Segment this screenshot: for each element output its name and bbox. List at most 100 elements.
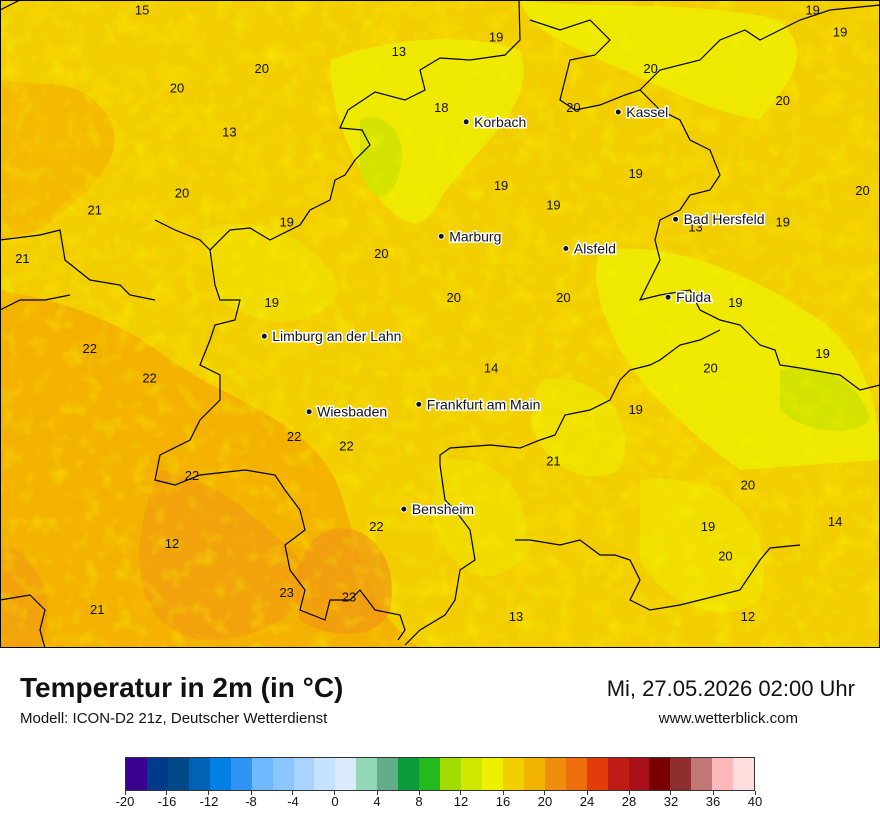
color-scale-tick-label: -8 — [245, 794, 257, 809]
color-scale-swatch — [733, 758, 755, 790]
temperature-value: 19 — [489, 29, 503, 44]
color-scale-swatch — [314, 758, 336, 790]
temperature-value: 19 — [815, 346, 829, 361]
color-scale-tick-label: 20 — [537, 794, 553, 809]
temperature-value: 20 — [643, 61, 657, 76]
city-label: Korbach — [474, 114, 526, 130]
map-title: Temperatur in 2m (in °C) — [20, 672, 344, 703]
city-dot — [305, 408, 313, 416]
cool-speckle — [0, 0, 880, 648]
temperature-value: 22 — [369, 519, 383, 534]
city-limburg-an-der-lahn: Limburg an der Lahn — [260, 327, 403, 346]
city-markers: Kassel Korbach Bad Hersfeld Marburg Alsfeld F… — [260, 103, 766, 519]
temperature-value: 22 — [339, 439, 353, 454]
color-scale-tick-mark — [544, 791, 546, 795]
temperature-value: 19 — [494, 178, 508, 193]
color-scale-tick-mark — [250, 791, 252, 795]
color-scale-swatch — [586, 758, 608, 790]
temperature-value: 20 — [446, 290, 460, 305]
temperature-value: 13 — [509, 609, 523, 624]
color-scale-tick-mark — [292, 791, 294, 795]
city-label: Alsfeld — [574, 240, 616, 256]
temperature-value: 19 — [805, 3, 819, 18]
color-scale-tick-mark — [418, 791, 420, 795]
color-scale-ticks: -20 -16 -12 -8 -4 0 4 8 12 16 20 24 28 32 36 40 — [116, 794, 763, 812]
color-scale-swatch — [565, 758, 587, 790]
color-scale-swatch — [126, 758, 147, 790]
temperature-map: 15 19 19 13 19 20 20 20 20 20 18 13 19 19 20 20 21 19 19 13… — [0, 0, 880, 648]
temperature-value: 15 — [135, 3, 149, 18]
city-dot — [672, 215, 680, 223]
temperature-value: 19 — [776, 215, 790, 230]
temperature-value: 20 — [175, 185, 189, 200]
city-kassel: Kassel — [614, 103, 670, 122]
color-scale-swatch — [188, 758, 210, 790]
color-scale-tick-mark — [460, 791, 462, 795]
color-scale-tick-label: 0 — [331, 794, 339, 809]
color-scale-tick-mark — [334, 791, 336, 795]
city-label: Fulda — [676, 289, 711, 305]
temperature-value: 20 — [718, 548, 732, 563]
temperature-value: 20 — [374, 246, 388, 261]
color-scale-swatch — [691, 758, 713, 790]
temperature-value: 22 — [185, 468, 199, 483]
color-scale-tick-label: -20 — [115, 794, 135, 809]
city-marburg: Marburg — [437, 227, 503, 246]
color-scale-swatch — [167, 758, 189, 790]
city-bensheim: Bensheim — [400, 500, 476, 519]
temperature-value: 22 — [287, 429, 301, 444]
temperature-value: 19 — [833, 25, 847, 40]
temperature-value: 23 — [279, 585, 293, 600]
city-dot — [400, 505, 408, 513]
temperature-value: 20 — [703, 361, 717, 376]
city-wiesbaden: Wiesbaden — [305, 402, 389, 421]
city-label: Marburg — [449, 228, 501, 244]
temperature-value: 19 — [546, 198, 560, 213]
valid-datetime: Mi, 27.05.2026 02:00 Uhr — [606, 676, 855, 701]
temperature-value: 19 — [264, 295, 278, 310]
color-scale-swatch — [523, 758, 545, 790]
temperature-value: 20 — [566, 100, 580, 115]
temperature-value: 12 — [165, 536, 179, 551]
model-info: Modell: ICON-D2 21z, Deutscher Wetterdie… — [20, 710, 328, 727]
color-scale-tick-label: 12 — [453, 794, 469, 809]
color-scale-tick-label: 4 — [373, 794, 381, 809]
city-frankfurt-am-main: Frankfurt am Main — [415, 395, 542, 414]
color-scale-swatch — [398, 758, 420, 790]
temperature-value: 20 — [741, 478, 755, 493]
color-scale-tick-mark — [208, 791, 210, 795]
temperature-values: 15 19 19 13 19 20 20 20 20 20 18 13 19 19 20 20 21 19 19 13… — [15, 3, 870, 625]
temperature-value: 21 — [546, 453, 560, 468]
temperature-value: 20 — [556, 290, 570, 305]
city-fulda: Fulda — [664, 288, 713, 307]
color-scale-swatch — [377, 758, 399, 790]
temperature-value: 20 — [855, 183, 869, 198]
footer: Temperatur in 2m (in °C) Modell: ICON-D2… — [0, 648, 880, 830]
color-scale-swatch — [502, 758, 524, 790]
color-scale-tick-label: -12 — [199, 794, 219, 809]
city-label: Limburg an der Lahn — [272, 328, 401, 344]
temperature-value: 21 — [90, 602, 104, 617]
color-scale-tick-label: 8 — [415, 794, 423, 809]
temperature-value: 13 — [222, 124, 236, 139]
color-scale-swatch — [209, 758, 231, 790]
color-scale-swatch — [356, 758, 378, 790]
color-scale-tick-label: -16 — [157, 794, 177, 809]
city-label: Kassel — [626, 104, 668, 120]
city-korbach: Korbach — [462, 112, 528, 131]
city-dot — [562, 244, 570, 252]
color-scale-swatch — [670, 758, 692, 790]
color-scale-swatch — [146, 758, 168, 790]
temperature-value: 12 — [741, 609, 755, 624]
temperature-value: 13 — [688, 219, 702, 234]
city-label: Wiesbaden — [317, 404, 387, 420]
temperature-value: 23 — [342, 590, 356, 605]
color-scale-tick-label: 24 — [579, 794, 595, 809]
website-link[interactable]: www.wetterblick.com — [658, 710, 798, 727]
temperature-value: 19 — [728, 295, 742, 310]
temperature-value: 22 — [142, 370, 156, 385]
state-borders — [0, 0, 880, 648]
color-scale-tick-label: 16 — [495, 794, 511, 809]
color-scale-swatch — [649, 758, 671, 790]
temperature-value: 18 — [434, 100, 448, 115]
